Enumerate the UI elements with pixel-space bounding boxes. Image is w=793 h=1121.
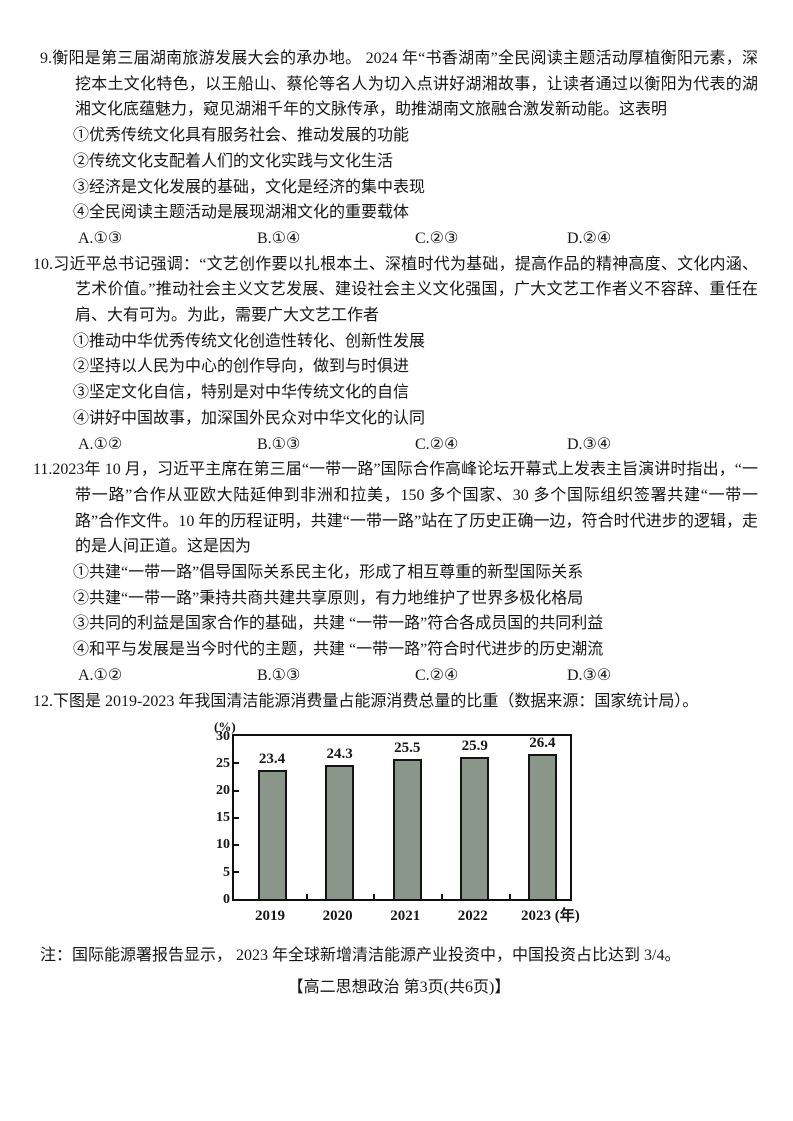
choice-a: A.①② — [78, 666, 123, 684]
bar-2019 — [257, 770, 287, 900]
choice-c: C.②④ — [415, 666, 459, 684]
x-tick-label: 2023 (年) — [521, 908, 580, 925]
choice-b: B.①③ — [257, 435, 301, 453]
option-2: ②传统文化支配着人们的文化实践与文化生活 — [73, 152, 394, 170]
option-3: ③共同的利益是国家合作的基础，共建 “一带一路”符合各成员国的共同利益 — [73, 615, 604, 633]
y-tick-label: 5 — [223, 864, 230, 880]
question-stem: 9.衡阳是第三届湖南旅游发展大会的承办地。 2024 年“书香湖南”全民阅读主题… — [40, 46, 758, 123]
option-3: ③坚定文化自信，特别是对中华传统文化的自信 — [73, 384, 410, 402]
y-tick-label: 25 — [216, 755, 230, 771]
bar-value-label: 26.4 — [529, 734, 556, 751]
bar-2023 — [527, 753, 557, 900]
chart-note: 注：国际能源署报告显示， 2023 年全球新增清洁能源产业投资中，中国投资占比达… — [40, 947, 681, 965]
y-axis-tick — [234, 843, 239, 846]
x-axis-tick — [508, 894, 511, 900]
y-tick-label: 20 — [216, 783, 230, 799]
choice-c: C.②④ — [415, 435, 459, 453]
y-tick-label: 15 — [216, 810, 230, 826]
x-axis-tick — [305, 894, 308, 900]
y-tick-label: 30 — [216, 728, 230, 744]
question-12: 12.下图是 2019-2023 年我国清洁能源消费量占能源消费总量的比重（数据… — [33, 689, 758, 935]
choice-d: D.②④ — [567, 229, 612, 247]
y-axis-tick — [234, 871, 239, 874]
choice-c: C.②③ — [415, 229, 459, 247]
bar-value-label: 25.5 — [394, 739, 421, 756]
question-stem: 12.下图是 2019-2023 年我国清洁能源消费量占能源消费总量的比重（数据… — [33, 689, 758, 715]
question-text: 2023年 10 月，习近平主席在第三届“一带一路”国际合作高峰论坛开幕式上发表… — [52, 461, 758, 556]
option-2: ②坚持以人民为中心的创作导向，做到与时俱进 — [73, 358, 410, 376]
bar-value-label: 25.9 — [461, 737, 488, 754]
question-stem: 10.习近平总书记强调：“文艺创作要以扎根本土、深植时代为基础，提高作品的精神高… — [33, 252, 758, 329]
bar-value-label: 23.4 — [258, 751, 286, 768]
chart-xaxis: 2019 2020 2021 2022 2023 (年) — [232, 904, 580, 928]
y-axis-tick — [234, 762, 239, 765]
y-tick-label: 10 — [216, 837, 230, 853]
choice-d: D.③④ — [567, 666, 612, 684]
bar-2021 — [392, 758, 422, 900]
question-10: 10.习近平总书记强调：“文艺创作要以扎根本土、深植时代为基础，提高作品的精神高… — [33, 252, 758, 458]
option-2: ②共建“一带一路”秉持共商共建共享原则，有力地维护了世界多极化格局 — [73, 589, 584, 607]
x-tick-label: 2022 — [457, 908, 488, 925]
page-content: 9.衡阳是第三届湖南旅游发展大会的承办地。 2024 年“书香湖南”全民阅读主题… — [33, 46, 758, 1001]
y-axis-tick — [234, 816, 239, 819]
option-1: ①优秀传统文化具有服务社会、推动发展的功能 — [73, 127, 410, 145]
question-11: 11.2023年 10 月，习近平主席在第三届“一带一路”国际合作高峰论坛开幕式… — [33, 457, 758, 689]
x-tick-label: 2020 — [322, 908, 353, 925]
question-stem: 11.2023年 10 月，习近平主席在第三届“一带一路”国际合作高峰论坛开幕式… — [33, 457, 758, 560]
answer-choices: A.①③ B.①④ C.②③ D.②④ — [40, 226, 758, 252]
choice-a: A.①② — [78, 435, 123, 453]
choice-b: B.①④ — [257, 229, 301, 247]
choice-b: B.①③ — [257, 666, 301, 684]
question-text: 习近平总书记强调：“文艺创作要以扎根本土、深植时代为基础，提高作品的精神高度、文… — [53, 255, 758, 325]
option-1: ①共建“一带一路”倡导国际关系民主化，形成了相互尊重的新型国际关系 — [73, 564, 584, 582]
question-number: 12. — [33, 692, 53, 710]
page-footer: 【高二思想政治 第3页(共6页)】 — [287, 978, 511, 996]
option-4: ④讲好中国故事，加深国外民众对中华文化的认同 — [73, 409, 426, 427]
y-axis-tick — [234, 789, 239, 792]
question-text: 衡阳是第三届湖南旅游发展大会的承办地。 2024 年“书香湖南”全民阅读主题活动… — [52, 50, 758, 119]
chart-plot: 23.4 24.3 25.5 25.9 26.4 — [232, 734, 572, 902]
bar-chart: (%) 0 5 10 15 20 25 30 23.4 24.3 25.5 25.9 26.4 20… — [195, 718, 625, 934]
answer-choices: A.①② B.①③ C.②④ D.③④ — [40, 432, 758, 458]
option-4: ④和平与发展是当今时代的主题，共建 “一带一路”符合时代进步的历史潮流 — [73, 641, 604, 659]
y-axis-unit-label: (%) — [214, 719, 236, 735]
chart-yaxis: 0 5 10 15 20 25 30 — [198, 729, 230, 907]
question-number: 10. — [33, 255, 53, 273]
option-4: ④全民阅读主题活动是展现湖湘文化的重要载体 — [73, 204, 410, 222]
option-1: ①推动中华优秀传统文化创造性转化、创新性发展 — [73, 332, 426, 350]
bar-2020 — [325, 765, 355, 900]
y-tick-label: 0 — [223, 891, 230, 907]
bar-2022 — [460, 756, 490, 900]
choice-a: A.①③ — [78, 229, 123, 247]
question-number: 9. — [40, 50, 52, 67]
x-axis-tick — [373, 894, 376, 900]
x-axis-tick — [441, 894, 443, 900]
option-3: ③经济是文化发展的基础，文化是经济的集中表现 — [73, 178, 426, 196]
x-tick-label: 2019 — [255, 908, 285, 925]
x-tick-label: 2021 — [390, 908, 421, 925]
question-number: 11. — [33, 461, 53, 479]
answer-choices: A.①② B.①③ C.②④ D.③④ — [40, 663, 758, 689]
choice-d: D.③④ — [567, 435, 612, 453]
bar-value-label: 24.3 — [326, 746, 353, 763]
question-text: 下图是 2019-2023 年我国清洁能源消费量占能源消费总量的比重（数据来源：… — [53, 692, 699, 710]
question-9: 9.衡阳是第三届湖南旅游发展大会的承办地。 2024 年“书香湖南”全民阅读主题… — [40, 46, 758, 252]
